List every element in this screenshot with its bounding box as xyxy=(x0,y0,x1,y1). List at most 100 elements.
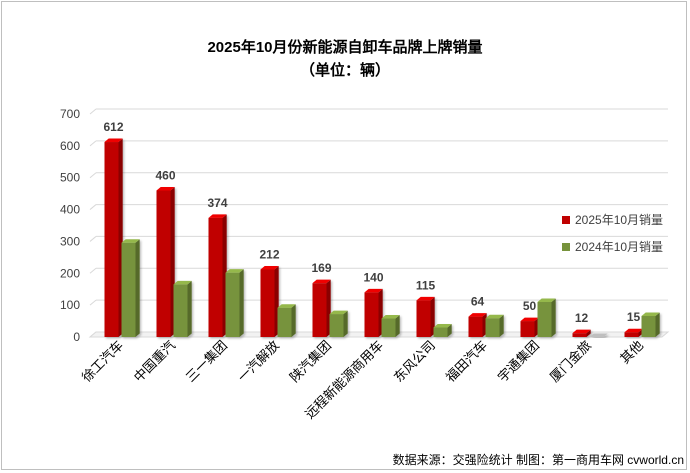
bar-side xyxy=(655,312,660,337)
bar-top xyxy=(468,313,487,317)
bar-side xyxy=(395,315,400,337)
bar-top xyxy=(589,333,608,337)
legend-label: 2025年10月销量 xyxy=(575,213,663,227)
bar xyxy=(104,138,123,337)
bar-top xyxy=(312,279,331,284)
y-tick-label: 400 xyxy=(60,203,80,217)
bar-front xyxy=(364,292,379,337)
bar-front xyxy=(208,217,223,337)
bar-front xyxy=(520,321,535,337)
bar-top xyxy=(624,328,643,333)
bar xyxy=(173,280,192,337)
grid-diagonal xyxy=(89,204,97,210)
bar-front xyxy=(173,284,188,337)
bar-front xyxy=(121,242,136,337)
bar-top xyxy=(572,329,591,334)
bar-front xyxy=(572,333,587,337)
bar-side xyxy=(499,314,504,337)
y-tick-label: 100 xyxy=(60,298,80,312)
data-label: 64 xyxy=(471,295,485,309)
bar-top xyxy=(225,269,244,273)
bar-top xyxy=(329,310,348,315)
category-label: 其他 xyxy=(617,338,646,367)
bar-top xyxy=(121,239,140,243)
bar-top xyxy=(416,296,435,301)
bar-side xyxy=(343,310,348,337)
category-label: 宇通集团 xyxy=(495,338,542,385)
bar xyxy=(520,317,539,337)
bar xyxy=(624,328,643,337)
data-label: 612 xyxy=(103,120,123,134)
bar xyxy=(381,315,400,337)
grid-diagonal xyxy=(89,140,97,147)
bar xyxy=(572,329,591,337)
bar-side xyxy=(447,323,452,337)
bar-side xyxy=(551,298,556,337)
bar-top xyxy=(433,323,452,328)
bar xyxy=(641,312,660,337)
bar-front xyxy=(624,332,639,337)
category-label: 陕汽集团 xyxy=(287,338,334,385)
grid-diagonal xyxy=(89,108,97,115)
bar xyxy=(589,333,608,337)
bar xyxy=(277,304,296,337)
category-label: 厦门金旅 xyxy=(547,338,594,385)
bar-front xyxy=(641,315,656,337)
bar xyxy=(537,298,556,337)
y-tick-label: 600 xyxy=(60,139,80,153)
data-label: 15 xyxy=(627,310,641,324)
category-label: 中国重汽 xyxy=(131,338,178,385)
bar xyxy=(416,296,435,337)
legend-swatch xyxy=(562,216,570,224)
bar-front xyxy=(225,272,240,337)
bar-front xyxy=(260,269,275,337)
bar xyxy=(260,265,279,337)
bar xyxy=(433,323,452,337)
legend: 2025年10月销量 2024年10月销量 xyxy=(562,213,663,254)
y-tick-label: 700 xyxy=(60,107,80,121)
y-tick-label: 0 xyxy=(73,330,80,344)
bar-front xyxy=(416,300,431,337)
bar-top xyxy=(260,265,279,270)
data-label: 140 xyxy=(363,270,383,284)
data-label: 212 xyxy=(259,247,279,261)
bar-side xyxy=(135,239,140,337)
legend-swatch xyxy=(562,243,570,251)
bar-top xyxy=(173,280,192,285)
bar xyxy=(329,310,348,337)
bar-side xyxy=(187,280,192,337)
y-tick-label: 200 xyxy=(60,266,80,280)
y-tick-label: 300 xyxy=(60,234,80,248)
chart-title: 2025年10月份新能源自卸车品牌上牌销量 xyxy=(207,38,482,56)
bar-front xyxy=(312,283,327,337)
bar xyxy=(312,279,331,337)
bar-top xyxy=(537,298,556,302)
bar-front xyxy=(485,318,500,337)
bar-front xyxy=(537,301,552,337)
bar-front xyxy=(156,190,171,337)
bar-side xyxy=(586,329,591,337)
bar-front xyxy=(329,314,344,337)
bar-side xyxy=(239,269,244,337)
category-label: 一汽解放 xyxy=(235,338,282,385)
bar-top xyxy=(381,315,400,319)
data-labels: 612 460 374 212 169 140 115 64 50 12 15 xyxy=(103,120,640,325)
bar xyxy=(468,313,487,337)
bar-front xyxy=(104,142,119,337)
bar-top xyxy=(485,314,504,319)
y-tick-labels: 0 100 200 300 400 500 600 700 xyxy=(60,107,80,344)
data-label: 460 xyxy=(155,168,175,182)
category-label: 三一集团 xyxy=(183,338,230,385)
category-label: 东风公司 xyxy=(391,338,438,385)
bar xyxy=(485,314,504,337)
bar xyxy=(225,269,244,337)
bar-top xyxy=(641,312,660,316)
bar-top xyxy=(520,317,539,322)
bar-front xyxy=(277,307,292,337)
bar-side xyxy=(291,304,296,337)
source-note: 数据来源：交强险统计 制图：第一商用车网 cvworld.cn xyxy=(393,452,684,467)
bar-top xyxy=(104,138,123,143)
bar-side xyxy=(430,296,435,337)
data-label: 50 xyxy=(523,299,537,313)
